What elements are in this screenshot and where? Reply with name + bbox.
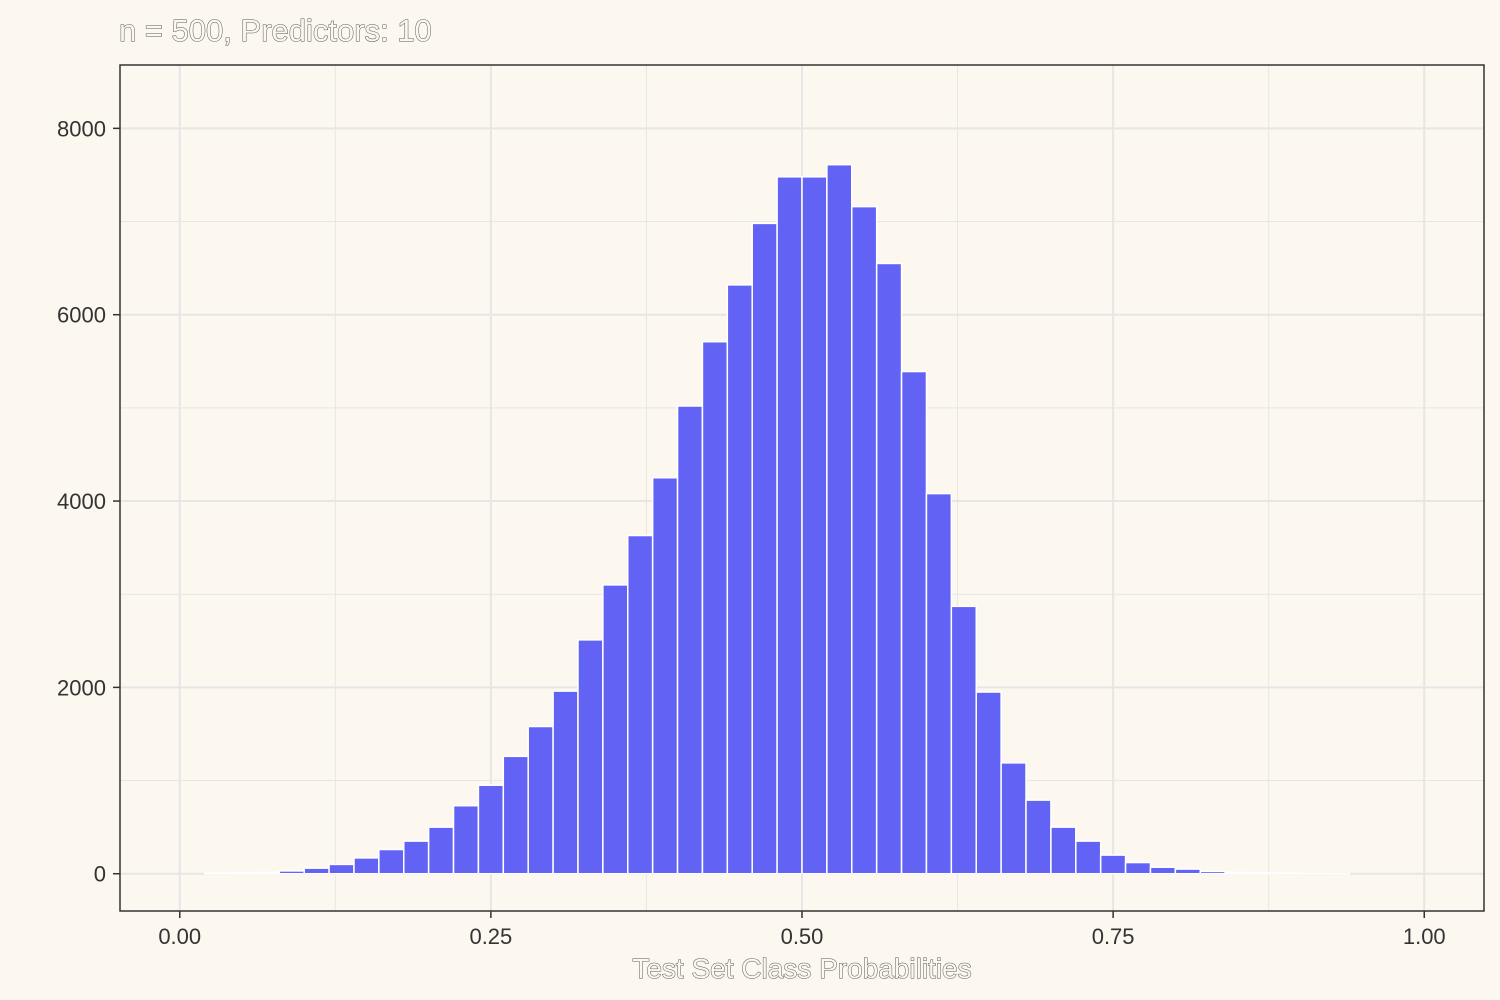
histogram-bar xyxy=(527,725,554,875)
histogram-bar xyxy=(1174,868,1201,875)
histogram-bar xyxy=(552,690,579,875)
x-tick-label: 0.25 xyxy=(469,924,512,949)
histogram-bar xyxy=(278,870,305,875)
histogram-bar xyxy=(651,477,679,875)
histogram-bar xyxy=(328,863,355,875)
histogram-bar xyxy=(353,857,380,875)
histogram-bar xyxy=(1224,871,1251,875)
histogram-bar xyxy=(602,584,629,875)
histogram-bar xyxy=(950,605,977,875)
histogram-bar xyxy=(1099,854,1127,875)
histogram-bar xyxy=(701,340,729,875)
histogram-bar xyxy=(378,848,405,875)
histogram-bar xyxy=(1000,762,1027,875)
y-axis: 0 2000 4000 6000 8000 xyxy=(57,116,120,887)
histogram-bars xyxy=(203,163,1351,875)
x-tick-label: 0.00 xyxy=(158,924,201,949)
x-tick-label: 0.50 xyxy=(781,924,824,949)
y-tick-label: 8000 xyxy=(57,116,106,141)
histogram-bar xyxy=(1249,872,1276,875)
histogram-bar xyxy=(627,534,654,875)
histogram-bar xyxy=(228,872,256,875)
histogram-bar xyxy=(303,867,330,875)
histogram-bar xyxy=(502,755,529,875)
histogram-bar xyxy=(801,176,828,875)
histogram-bar xyxy=(403,840,430,875)
histogram-bar xyxy=(1124,861,1152,875)
histogram-bar xyxy=(851,205,878,875)
histogram-bar xyxy=(975,691,1002,875)
y-tick-label: 4000 xyxy=(57,489,106,514)
histogram-bar xyxy=(676,405,704,875)
histogram-bar xyxy=(1075,840,1102,875)
histogram-bar xyxy=(776,176,803,875)
y-tick-label: 0 xyxy=(94,862,106,887)
histogram-bar xyxy=(253,871,281,875)
histogram-bar xyxy=(726,284,753,875)
histogram-bar xyxy=(1050,826,1077,875)
histogram-bar xyxy=(826,163,853,875)
y-tick-label: 2000 xyxy=(57,675,106,700)
chart-title: n = 500, Predictors: 10 xyxy=(119,13,432,48)
x-tick-label: 0.75 xyxy=(1092,924,1135,949)
histogram-bar xyxy=(925,492,953,875)
y-tick-label: 6000 xyxy=(57,303,106,328)
x-axis: 0.00 0.25 0.50 0.75 1.00 xyxy=(158,911,1446,949)
x-axis-title: Test Set Class Probabilities xyxy=(632,953,971,984)
histogram-bar xyxy=(577,639,604,875)
histogram-bar xyxy=(477,784,505,875)
histogram-bar xyxy=(1025,799,1052,875)
histogram-bar xyxy=(452,804,480,875)
histogram-bar xyxy=(427,826,455,875)
histogram-bar xyxy=(900,370,928,875)
histogram-bar xyxy=(875,262,903,875)
histogram-bar xyxy=(1199,870,1226,875)
histogram-bar xyxy=(1149,866,1177,875)
histogram-bar xyxy=(751,222,778,875)
x-tick-label: 1.00 xyxy=(1403,924,1446,949)
